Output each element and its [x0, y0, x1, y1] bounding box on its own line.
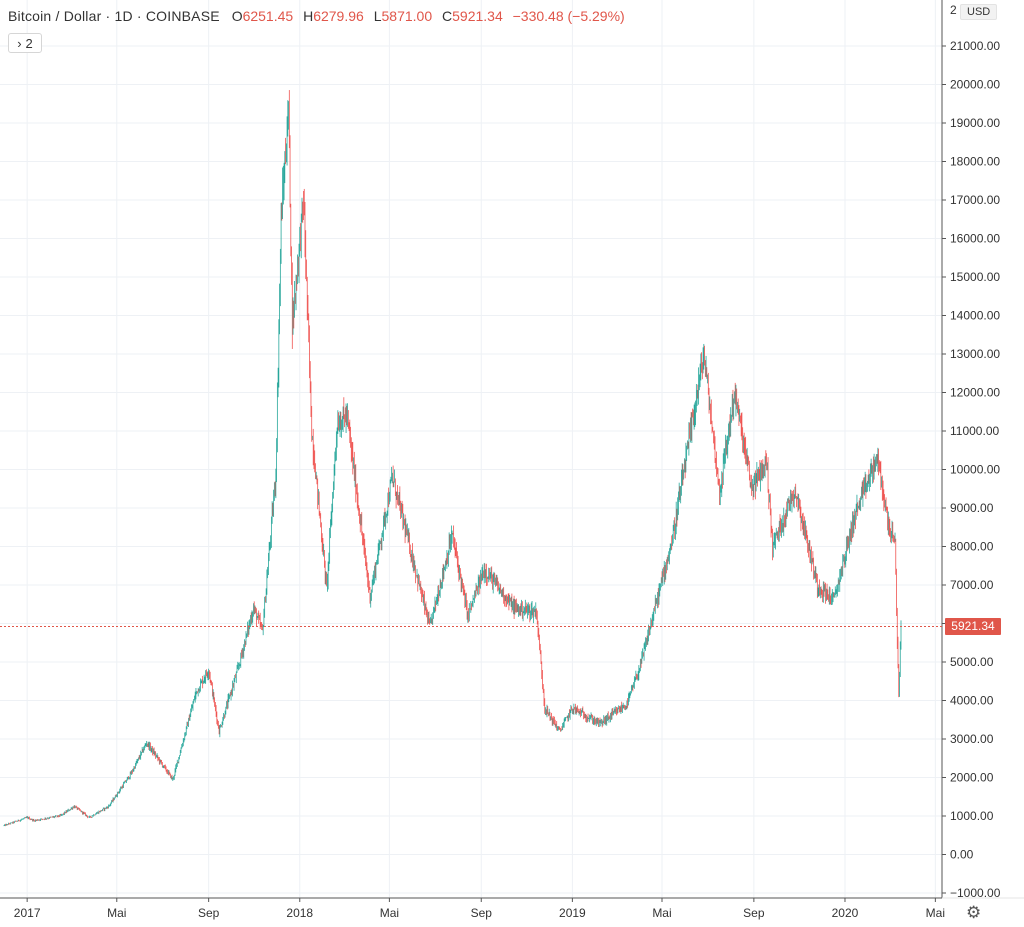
- time-tick-label: Sep: [198, 906, 220, 920]
- price-tick-label: 8000.00: [950, 540, 994, 554]
- price-tick-label: 0.00: [950, 848, 974, 862]
- gear-icon[interactable]: ⚙: [966, 903, 982, 922]
- low-value: 5871.00: [381, 8, 433, 24]
- open-value: 6251.45: [242, 8, 294, 24]
- time-tick-label: Mai: [107, 906, 126, 920]
- chevron-right-icon: ›: [17, 35, 22, 51]
- price-tick-label: 4000.00: [950, 694, 994, 708]
- time-axis[interactable]: 2017 Mai Sep 2018 Mai Sep 2019 Mai Sep 2020 Mai: [0, 897, 1024, 920]
- candlestick-series: [3, 90, 902, 827]
- price-tick-label: 19000.00: [950, 116, 1000, 130]
- chart-legend: Bitcoin / Dollar · 1D · COINBASE O6251.4…: [8, 8, 631, 24]
- chart-grid: [0, 0, 942, 898]
- price-tick-label: 13000.00: [950, 347, 1000, 361]
- currency-badge[interactable]: USD: [960, 4, 998, 20]
- price-tick-label: 16000.00: [950, 232, 1000, 246]
- time-tick-label: 2017: [14, 906, 41, 920]
- current-price-tag: 5921.34: [945, 618, 1001, 635]
- low-label: L: [373, 8, 382, 24]
- price-axis[interactable]: 21000.0020000.0019000.0018000.0017000.00…: [941, 0, 1001, 900]
- time-tick-label: Sep: [471, 906, 493, 920]
- price-tick-label: 2000.00: [950, 771, 994, 785]
- time-tick-label: Mai: [380, 906, 399, 920]
- time-tick-label: 2019: [559, 906, 586, 920]
- time-tick-label: Mai: [652, 906, 671, 920]
- change-value: −330.48 (−5.29%): [512, 8, 625, 24]
- symbol-title[interactable]: Bitcoin / Dollar · 1D · COINBASE: [8, 8, 220, 24]
- price-tick-label: 18000.00: [950, 155, 1000, 169]
- close-label: C: [442, 8, 453, 24]
- price-tick-label: 20000.00: [950, 78, 1000, 92]
- price-tick-label: 10000.00: [950, 463, 1000, 477]
- price-tick-label: 15000.00: [950, 270, 1000, 284]
- price-tick-label: 9000.00: [950, 501, 994, 515]
- price-tick-label: 7000.00: [950, 578, 994, 592]
- close-value: 5921.34: [452, 8, 503, 24]
- high-value: 6279.96: [313, 8, 364, 24]
- price-tick-label: 12000.00: [950, 386, 1000, 400]
- indicators-count: 2: [25, 35, 33, 51]
- price-tick-label: 14000.00: [950, 309, 1000, 323]
- high-label: H: [303, 8, 314, 24]
- price-tick-label: 3000.00: [950, 732, 994, 746]
- time-tick-label: Mai: [926, 906, 945, 920]
- price-tick-label: 1000.00: [950, 809, 994, 823]
- price-tick-label-partial: 2: [950, 3, 957, 17]
- price-tick-label: −1000.00: [950, 886, 1001, 900]
- price-tick-label: 21000.00: [950, 39, 1000, 53]
- price-tick-label: 17000.00: [950, 193, 1000, 207]
- time-tick-label: 2020: [832, 906, 859, 920]
- open-label: O: [231, 8, 243, 24]
- time-tick-label: Sep: [743, 906, 765, 920]
- price-tick-label: 5000.00: [950, 655, 994, 669]
- indicators-toggle-button[interactable]: › 2: [8, 33, 42, 53]
- time-tick-label: 2018: [286, 906, 313, 920]
- price-tick-label: 11000.00: [950, 424, 999, 438]
